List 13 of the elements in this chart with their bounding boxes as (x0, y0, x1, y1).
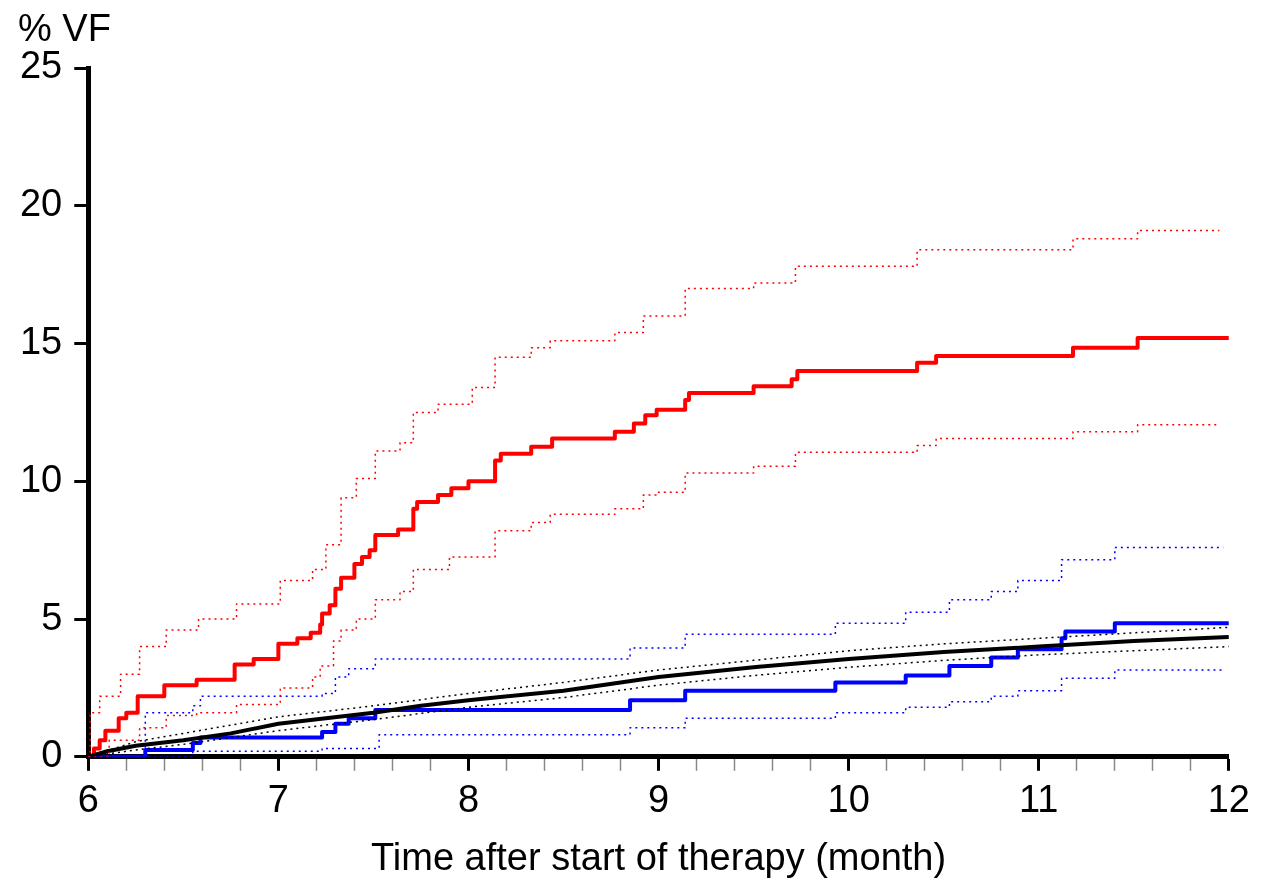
x-tick-label: 7 (267, 778, 289, 821)
x-tick-label: 12 (1207, 778, 1251, 821)
x-tick-label: 10 (827, 778, 870, 821)
x-tick-label: 8 (457, 778, 480, 821)
y-tick-label: 5 (41, 595, 63, 638)
x-tick-label: 6 (77, 778, 99, 821)
y-tick-label: 15 (19, 320, 63, 362)
x-tick-label: 11 (1019, 778, 1059, 821)
y-tick-label: 0 (41, 733, 63, 776)
y-tick-label: 10 (19, 457, 63, 500)
x-axis-title: Time after start of therapy (month) (371, 835, 947, 878)
y-tick-label: 20 (19, 182, 63, 225)
x-tick-label: 9 (648, 778, 670, 821)
